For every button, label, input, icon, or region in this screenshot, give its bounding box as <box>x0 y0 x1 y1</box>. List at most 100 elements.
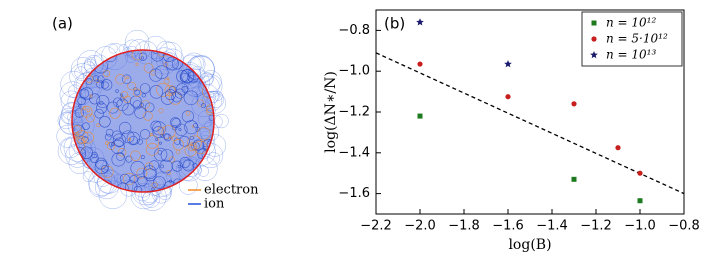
trajectory <box>85 77 93 85</box>
boundary <box>71 49 215 193</box>
trajectory <box>190 56 205 71</box>
trajectory <box>175 149 181 155</box>
legend-marker <box>590 51 598 59</box>
trajectory <box>114 137 124 148</box>
y-tick-label: −1.0 <box>338 64 370 79</box>
trajectory <box>182 159 195 172</box>
trajectory <box>192 162 198 169</box>
trajectory <box>129 95 142 108</box>
trajectory <box>85 113 95 123</box>
x-tick-label: −2.2 <box>360 219 392 234</box>
trajectory <box>101 165 114 178</box>
trajectory <box>127 137 132 141</box>
trajectory <box>91 151 98 159</box>
y-tick-label: −0.8 <box>338 23 370 38</box>
trajectory <box>171 160 183 172</box>
trajectory <box>143 111 153 121</box>
trajectory <box>150 120 162 132</box>
trajectory <box>179 135 190 147</box>
trajectory <box>104 133 112 141</box>
trajectory <box>130 150 141 161</box>
trajectory <box>82 122 90 130</box>
trajectory <box>164 84 176 97</box>
trajectory <box>179 157 191 168</box>
point <box>637 198 643 204</box>
trajectory <box>140 155 145 160</box>
trajectory <box>197 127 211 141</box>
trajectory <box>80 105 93 118</box>
trajectory <box>137 175 148 187</box>
trajectory <box>115 89 119 93</box>
trajectory <box>171 135 178 142</box>
trajectory <box>131 50 143 61</box>
legend-box <box>581 11 683 67</box>
trajectory <box>176 83 189 96</box>
trajectory <box>127 81 136 91</box>
trajectory <box>119 173 130 184</box>
trajectory <box>197 99 205 107</box>
trajectory <box>174 88 186 99</box>
trajectory <box>112 133 126 147</box>
trajectory <box>123 172 136 186</box>
trajectory <box>149 133 153 136</box>
trajectory <box>89 153 99 163</box>
trajectory <box>96 102 108 114</box>
trajectory <box>101 79 113 91</box>
point <box>571 101 577 107</box>
trajectory <box>116 98 129 111</box>
trajectory <box>164 89 176 101</box>
trajectory <box>184 120 199 135</box>
trajectory <box>170 117 181 128</box>
trajectory <box>145 135 160 149</box>
trajectory <box>94 159 109 175</box>
x-tick-label: −1.6 <box>492 219 524 234</box>
trajectory <box>207 152 221 166</box>
trajectory <box>93 75 99 82</box>
point <box>417 61 423 67</box>
trajectory <box>99 115 111 128</box>
trajectory <box>105 128 114 137</box>
trajectory <box>183 90 199 106</box>
y-tick-label: −1.6 <box>338 186 370 201</box>
trajectory <box>96 94 110 109</box>
trajectory <box>187 141 197 152</box>
fit-line <box>375 52 685 195</box>
trajectory <box>151 181 158 189</box>
trajectory <box>200 103 206 109</box>
trajectory <box>178 128 182 132</box>
trajectory <box>129 135 138 145</box>
y-tick-label: −1.4 <box>338 145 370 160</box>
trajectory <box>150 50 165 62</box>
trajectory <box>126 131 141 146</box>
trajectory <box>146 143 159 156</box>
trajectory <box>143 63 154 73</box>
trajectory <box>77 136 86 145</box>
trajectory <box>153 147 168 162</box>
trajectory <box>168 156 175 163</box>
trajectory <box>139 83 151 94</box>
trajectory <box>181 110 194 123</box>
trajectory <box>119 93 123 97</box>
trajectory <box>176 70 189 83</box>
trajectory <box>94 108 104 119</box>
legend-label: ion <box>204 197 225 212</box>
trajectory <box>160 149 174 162</box>
trajectory <box>149 68 163 82</box>
trajectory <box>86 108 91 113</box>
trajectory <box>158 141 162 145</box>
panel-b: −2.2 −2.0 −1.8 −1.6 −1.4 −1.2 −1.0 −0.8 −1.6 −1.4… <box>323 9 700 253</box>
trajectory <box>134 106 147 119</box>
legend-label: n = 10¹² <box>606 16 656 30</box>
trajectory <box>74 66 87 79</box>
trajectory <box>160 134 164 138</box>
trajectory <box>142 165 157 180</box>
trajectory <box>119 121 132 135</box>
trajectory <box>208 114 214 121</box>
legend-label: electron <box>204 183 259 198</box>
trajectory <box>149 85 164 99</box>
trajectory <box>193 123 198 128</box>
trajectory <box>168 179 172 183</box>
point <box>615 145 621 151</box>
trajectory <box>89 94 93 98</box>
